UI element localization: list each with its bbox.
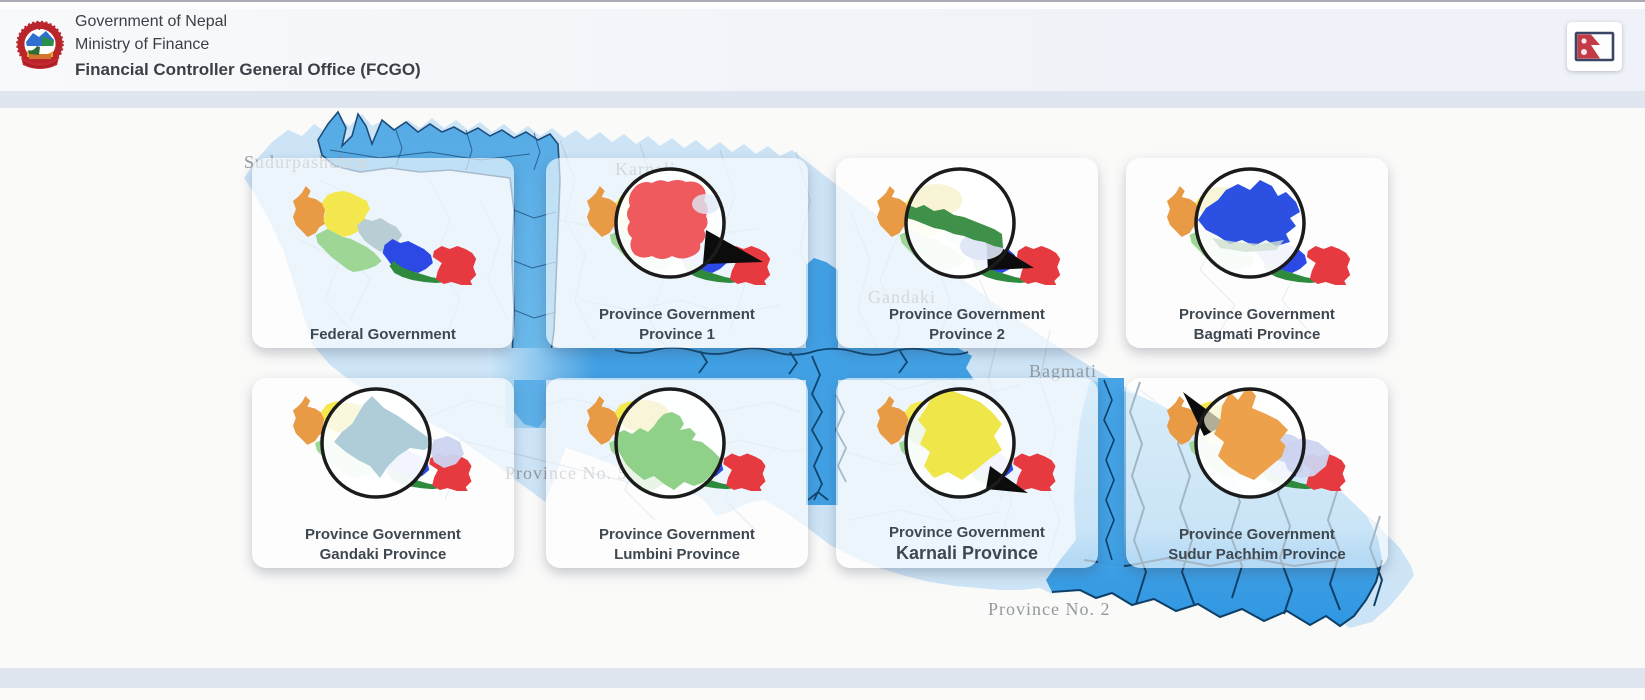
- svg-text:Province No. 2: Province No. 2: [988, 599, 1110, 619]
- svg-text:Bagmati: Bagmati: [1029, 361, 1097, 381]
